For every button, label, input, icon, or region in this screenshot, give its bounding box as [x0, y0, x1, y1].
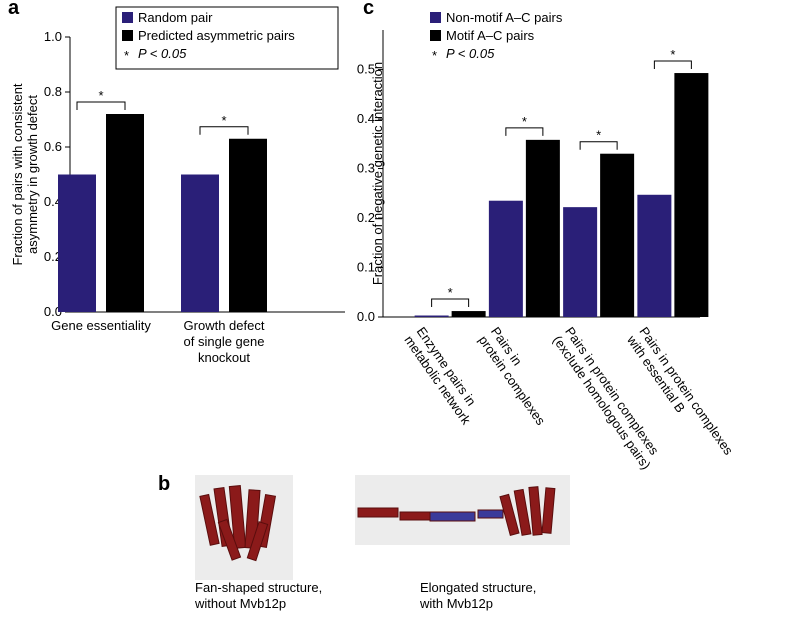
bar	[451, 311, 486, 317]
y-tick-label: 0.6	[44, 139, 62, 154]
legend-label: Motif A–C pairs	[446, 28, 535, 43]
y-tick-label: 0.8	[44, 84, 62, 99]
caption: Fan-shaped structure,	[195, 580, 322, 595]
legend-sig-mark: *	[124, 48, 129, 63]
y-axis-label: Fraction of negative genetic interaction	[370, 62, 385, 285]
y-tick-label: 1.0	[44, 29, 62, 44]
bar	[414, 315, 449, 317]
sig-mark: *	[221, 113, 226, 128]
bar	[600, 153, 635, 317]
legend-label: Random pair	[138, 10, 213, 25]
sig-mark: *	[596, 128, 601, 143]
y-tick-label: 0.4	[357, 111, 375, 126]
y-axis-label: Fraction of pairs with consistent	[10, 83, 25, 265]
legend-swatch	[430, 12, 441, 23]
y-tick-label: 0.0	[44, 304, 62, 319]
caption: Elongated structure,	[420, 580, 536, 595]
y-tick-label: 0.2	[44, 249, 62, 264]
legend-sig-mark: *	[432, 48, 437, 63]
panel-label: b	[158, 473, 170, 495]
legend-sig-note: P < 0.05	[446, 46, 495, 61]
bar	[674, 73, 709, 317]
panel-label: a	[8, 0, 20, 19]
y-axis-label: asymmetry in growth defect	[25, 95, 40, 254]
bar	[58, 174, 96, 312]
y-axis-label: Fraction of pairs with consistent asymmet…	[10, 83, 40, 265]
legend-sig-note: P < 0.05	[138, 46, 187, 61]
sig-mark: *	[98, 88, 103, 103]
legend-swatch	[430, 30, 441, 41]
bar	[181, 174, 219, 312]
y-tick-label: 0.0	[357, 309, 375, 324]
bar	[229, 138, 267, 312]
bar	[488, 200, 523, 317]
y-tick-label: 0.5	[357, 62, 375, 77]
sig-bracket	[199, 126, 249, 135]
panel-label: c	[363, 0, 374, 19]
sig-bracket	[505, 127, 544, 136]
bar	[637, 194, 672, 317]
structure-fan	[195, 475, 293, 580]
x-tick-label: knockout	[198, 350, 250, 365]
legend-label: Non-motif A–C pairs	[446, 10, 563, 25]
sig-bracket	[431, 298, 470, 308]
sig-bracket	[653, 60, 692, 70]
sig-mark: *	[522, 114, 527, 129]
bar	[563, 207, 598, 317]
legend-swatch	[122, 30, 133, 41]
structure-elongated	[355, 475, 570, 545]
sig-mark: *	[670, 47, 675, 62]
y-tick-label: 0.3	[357, 161, 375, 176]
y-tick-label: 0.2	[357, 210, 375, 225]
x-tick-label: of single gene	[184, 334, 265, 349]
y-tick-label: 0.4	[44, 194, 62, 209]
sig-mark: *	[448, 285, 453, 300]
bar	[525, 139, 560, 317]
legend-label: Predicted asymmetric pairs	[138, 28, 295, 43]
legend-swatch	[122, 12, 133, 23]
sig-bracket	[579, 141, 618, 150]
x-tick-label: Growth defect	[184, 318, 265, 333]
y-tick-label: 0.1	[357, 260, 375, 275]
sig-bracket	[76, 101, 126, 110]
caption: without Mvb12p	[194, 596, 286, 611]
legend-frame	[115, 6, 339, 70]
y-axis-label: Fraction of negative genetic interaction	[370, 62, 385, 285]
x-tick-label: Gene essentiality	[51, 318, 151, 333]
bar	[106, 114, 144, 312]
caption: with Mvb12p	[419, 596, 493, 611]
